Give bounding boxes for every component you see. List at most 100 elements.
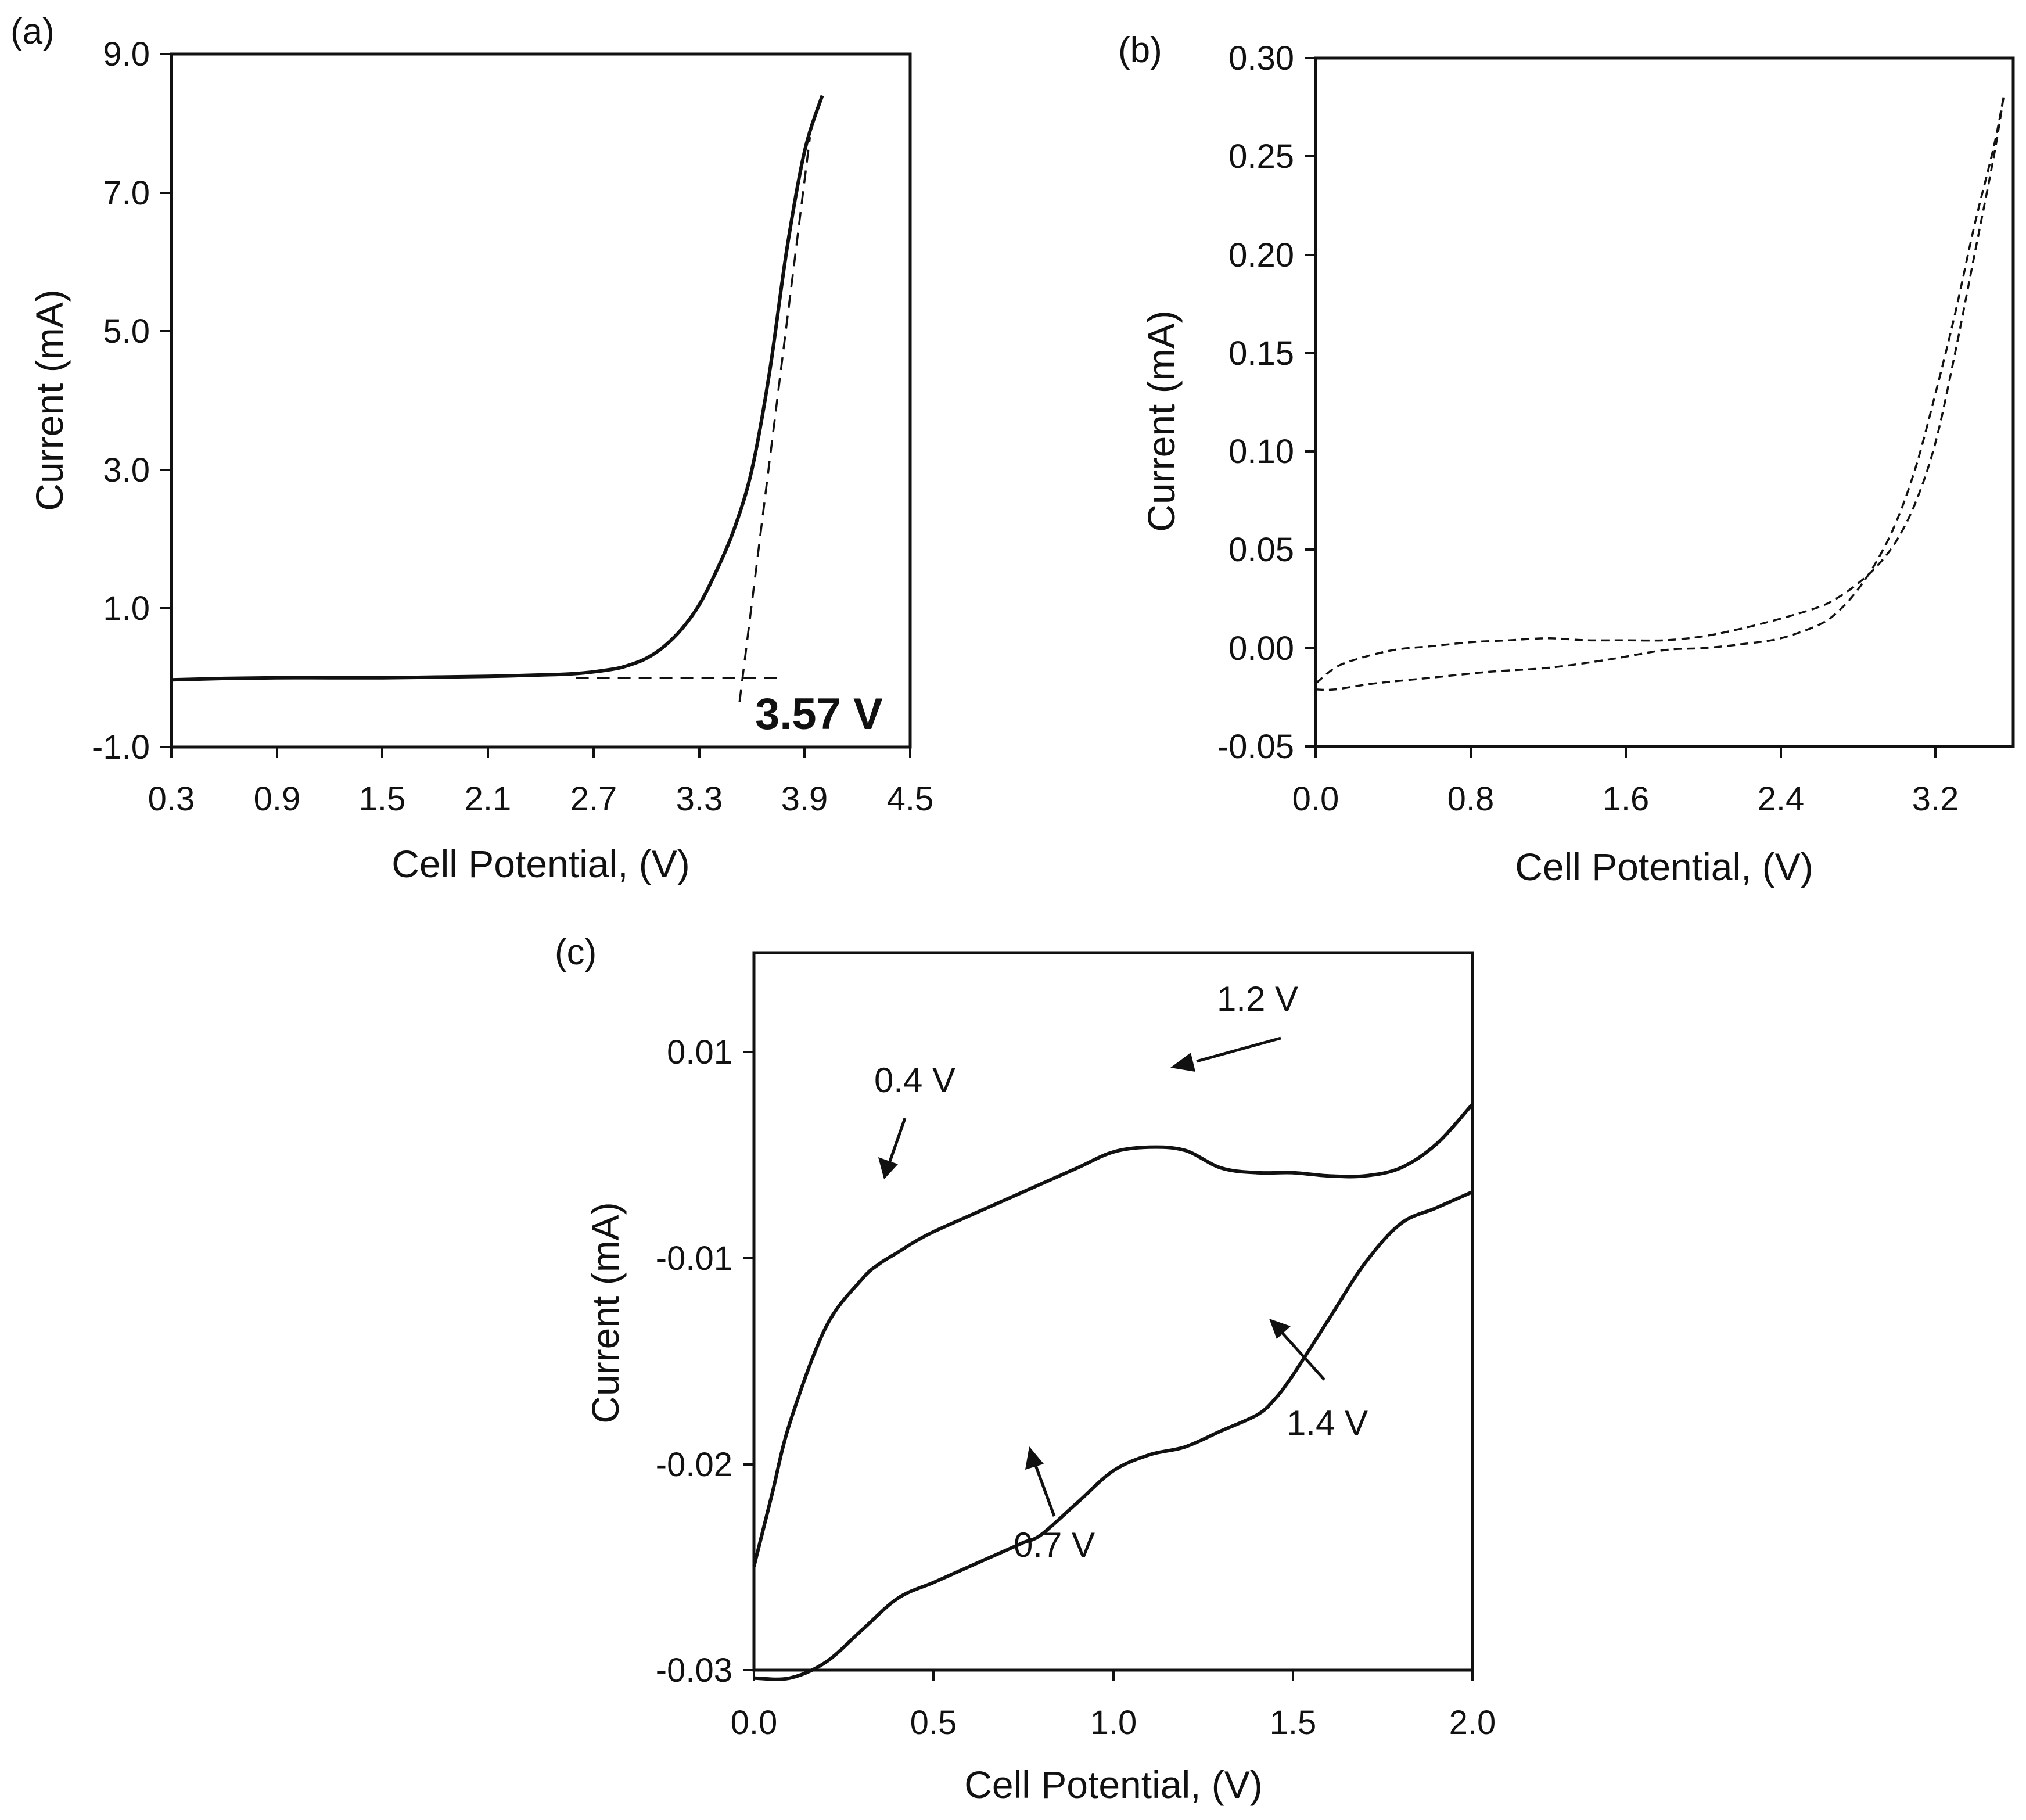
annotation-0-4v-text: 0.4 V <box>874 1061 955 1100</box>
y-tick-label: 0.05 <box>1228 531 1294 569</box>
x-tick: 0.0 <box>731 1670 778 1742</box>
arrowhead-icon <box>878 1157 898 1179</box>
x-tick-label: 2.1 <box>465 780 512 818</box>
panel-b-y-ticks: -0.05 0.00 0.05 0.10 0.15 0.20 0.25 0.30 <box>1217 40 1316 766</box>
panel-a-x-axis-title: Cell Potential, (V) <box>391 842 690 885</box>
x-tick-label: 1.6 <box>1603 780 1650 818</box>
annotation-0-7v-text: 0.7 V <box>1014 1525 1095 1564</box>
y-tick: 7.0 <box>103 174 171 212</box>
x-tick-label: 2.4 <box>1758 780 1805 818</box>
y-tick-label: 0.01 <box>667 1033 732 1071</box>
x-tick: 3.9 <box>781 747 828 818</box>
y-tick: 0.20 <box>1228 236 1316 274</box>
y-tick: 0.10 <box>1228 433 1316 471</box>
x-tick: 2.1 <box>465 747 512 818</box>
arrow-shaft <box>1033 1463 1056 1517</box>
y-tick-label: 5.0 <box>103 313 150 350</box>
panel-b-plot-frame <box>1314 56 2015 748</box>
panel-c-x-axis-title: Cell Potential, (V) <box>964 1763 1263 1806</box>
y-tick-label: -0.02 <box>656 1446 732 1484</box>
x-tick-label: 0.3 <box>148 780 195 818</box>
arrow-shaft <box>1196 1036 1281 1063</box>
x-tick: 2.7 <box>570 747 617 818</box>
panel-c-x-ticks: 0.0 0.5 1.0 1.5 2.0 <box>731 1670 1496 1742</box>
panel-b-series-reverse <box>1314 97 2005 685</box>
x-tick: 0.9 <box>254 747 301 818</box>
panel-a-series <box>171 95 824 702</box>
y-tick-label: 0.10 <box>1228 433 1294 471</box>
x-tick-label: 3.3 <box>676 780 723 818</box>
panel-a: (a) 0.3 0.9 1.5 2.1 2.7 3.3 3.9 4.5 -1.0… <box>10 12 933 885</box>
y-tick: -0.03 <box>656 1652 754 1689</box>
y-tick: 0.25 <box>1228 138 1316 175</box>
x-tick-label: 0.5 <box>910 1704 957 1742</box>
panel-b: (b) 0.0 0.8 1.6 2.4 3.2 -0.05 0.00 0.05 … <box>1118 30 2015 888</box>
panel-b-x-axis-title: Cell Potential, (V) <box>1515 845 1813 888</box>
annotation-0-7v: 0.7 V <box>1014 1446 1095 1564</box>
x-tick-label: 0.8 <box>1447 780 1495 818</box>
y-tick-label: 0.20 <box>1228 236 1294 274</box>
y-tick-label: 0.15 <box>1228 335 1294 372</box>
arrow-shaft <box>1281 1332 1325 1381</box>
y-tick: 0.15 <box>1228 335 1316 372</box>
panel-c-series-forward <box>752 1103 1474 1567</box>
y-tick: -1.0 <box>92 728 171 766</box>
panel-c-y-ticks: -0.03 -0.02 -0.01 0.01 <box>656 1033 754 1689</box>
x-tick: 2.0 <box>1449 1670 1496 1742</box>
y-tick: 5.0 <box>103 313 171 350</box>
y-tick: 0.00 <box>1228 630 1316 667</box>
panel-a-series-lsv <box>171 95 824 682</box>
x-tick-label: 0.0 <box>731 1704 778 1742</box>
y-tick: 0.01 <box>667 1033 754 1071</box>
y-tick-label: 0.00 <box>1228 630 1294 667</box>
y-tick: 3.0 <box>103 451 171 489</box>
panel-c-annotations: 0.4 V 1.2 V 1.4 V 0.7 V <box>874 979 1368 1564</box>
x-tick: 1.5 <box>1270 1670 1317 1742</box>
y-tick: 1.0 <box>103 590 171 627</box>
panel-a-y-axis-title: Current (mA) <box>28 289 71 511</box>
x-tick: 1.0 <box>1090 1670 1137 1742</box>
annotation-1-2v-text: 1.2 V <box>1217 979 1298 1018</box>
x-tick-label: 3.9 <box>781 780 828 818</box>
panel-a-plot-frame <box>170 52 912 749</box>
y-tick-label: -0.01 <box>656 1240 732 1277</box>
y-tick: 0.05 <box>1228 531 1316 569</box>
x-tick-label: 1.0 <box>1090 1704 1137 1742</box>
panel-c-label: (c) <box>555 932 597 972</box>
panel-a-y-ticks: -1.0 1.0 3.0 5.0 7.0 9.0 <box>92 35 171 766</box>
y-tick-label: -0.05 <box>1217 728 1294 766</box>
y-tick-label: 0.30 <box>1228 40 1294 77</box>
arrowhead-icon <box>1269 1319 1291 1339</box>
y-tick: -0.01 <box>656 1240 754 1277</box>
y-tick-label: -1.0 <box>92 728 150 766</box>
x-tick: 2.4 <box>1758 746 1805 818</box>
y-tick-label: 3.0 <box>103 451 150 489</box>
y-tick-label: 7.0 <box>103 174 150 212</box>
arrowhead-icon <box>1025 1446 1044 1470</box>
x-tick: 1.5 <box>359 747 406 818</box>
x-tick-label: 0.0 <box>1292 780 1339 818</box>
x-tick: 3.3 <box>676 747 723 818</box>
x-tick: 4.5 <box>887 747 934 818</box>
panel-c-series <box>752 1103 1474 1681</box>
x-tick-label: 3.2 <box>1912 780 1959 818</box>
y-tick-label: 9.0 <box>103 35 150 73</box>
annotation-1-2v: 1.2 V <box>1170 979 1298 1072</box>
x-tick: 3.2 <box>1912 746 1959 818</box>
panel-b-series <box>1314 97 2005 691</box>
x-tick-label: 0.9 <box>254 780 301 818</box>
y-tick-label: 1.0 <box>103 590 150 627</box>
x-tick-label: 1.5 <box>1270 1704 1317 1742</box>
annotation-1-4v-text: 1.4 V <box>1287 1403 1368 1442</box>
panel-a-x-ticks: 0.3 0.9 1.5 2.1 2.7 3.3 3.9 4.5 <box>148 747 934 818</box>
arrowhead-icon <box>1170 1053 1195 1072</box>
panel-b-label: (b) <box>1118 30 1162 70</box>
x-tick: 0.0 <box>1292 746 1339 818</box>
x-tick-label: 4.5 <box>887 780 934 818</box>
panel-a-onset-annotation: 3.57 V <box>755 690 883 739</box>
x-tick-label: 1.5 <box>359 780 406 818</box>
panel-b-series-forward <box>1315 97 2005 691</box>
panel-c-y-axis-title: Current (mA) <box>584 1202 627 1423</box>
x-tick-label: 2.0 <box>1449 1704 1496 1742</box>
